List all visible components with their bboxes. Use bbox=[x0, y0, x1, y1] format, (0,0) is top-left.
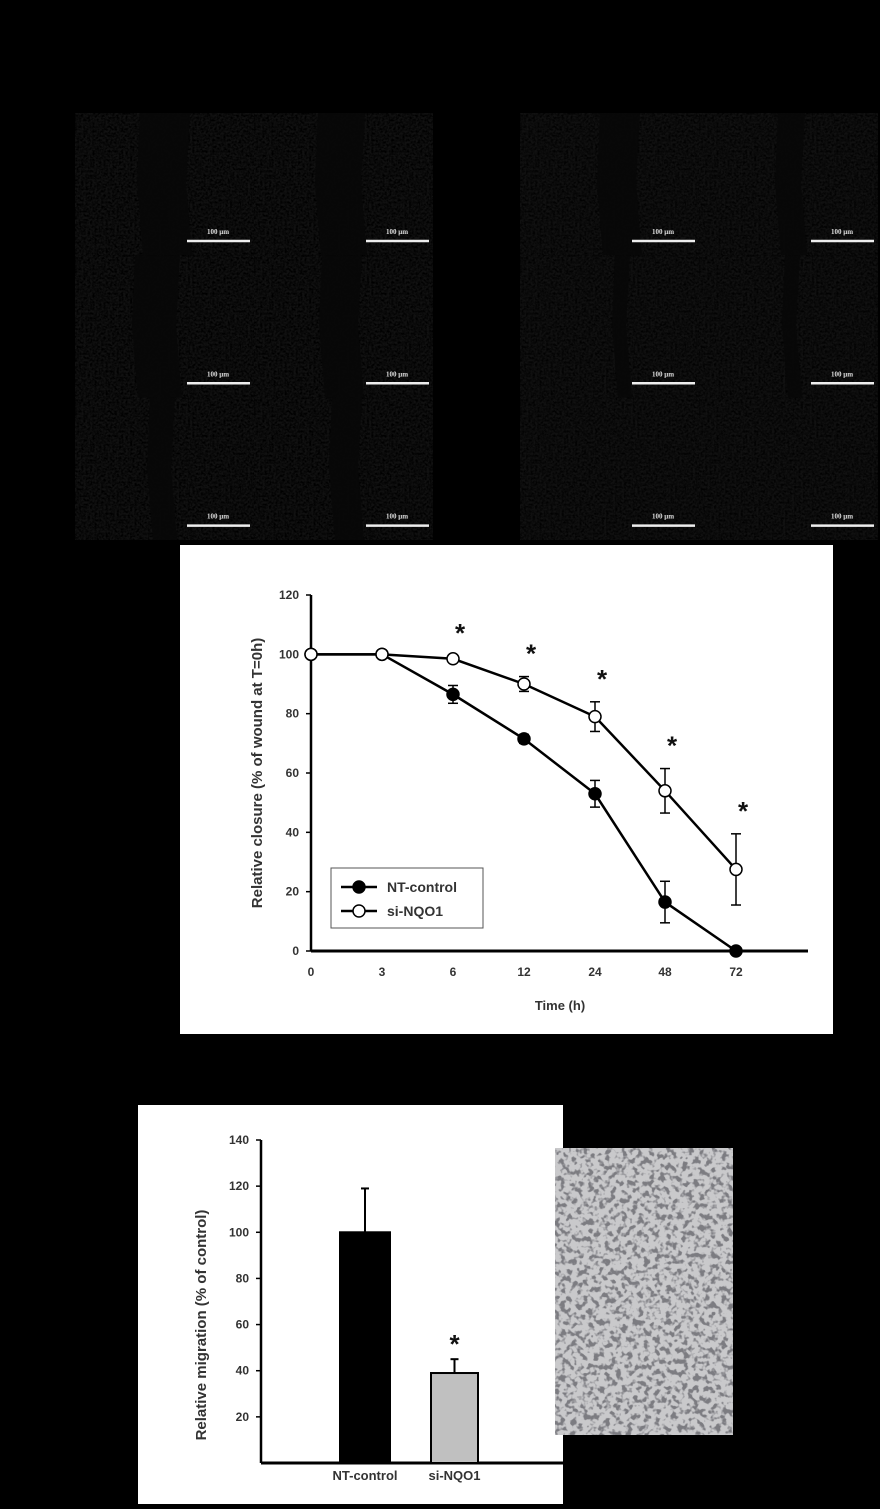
micrograph-tile: 100 µm bbox=[699, 397, 878, 541]
cell-texture bbox=[699, 397, 878, 541]
wound-gap bbox=[147, 397, 177, 541]
y-tick-label: 80 bbox=[286, 707, 300, 721]
legend-label: NT-control bbox=[387, 879, 457, 895]
x-tick-label: NT-control bbox=[333, 1468, 398, 1483]
legend-marker bbox=[352, 880, 366, 894]
wound-gap bbox=[782, 255, 802, 399]
significance-star: * bbox=[455, 618, 466, 648]
bar-si-NQO1 bbox=[430, 1372, 479, 1464]
y-tick-label: 40 bbox=[236, 1364, 250, 1378]
data-point bbox=[658, 784, 672, 798]
cell-texture bbox=[520, 397, 699, 541]
micrograph-tile: 100 µm bbox=[75, 113, 254, 256]
micrograph-tile: 100 µm bbox=[75, 397, 254, 541]
scale-bar-label: 100 µm bbox=[831, 513, 853, 521]
data-point bbox=[375, 647, 389, 662]
x-tick-label: 48 bbox=[658, 965, 672, 979]
data-point bbox=[446, 652, 460, 666]
cell-texture bbox=[520, 255, 699, 399]
scale-bar-label: 100 µm bbox=[386, 228, 408, 236]
micrograph-tile: 100 µm bbox=[520, 113, 699, 256]
x-tick-label: 0 bbox=[308, 965, 315, 979]
y-tick-label: 40 bbox=[286, 825, 300, 839]
micrograph-grid: 100 µm 100 µm 100 µm 100 µm 100 µm 100 µm bbox=[520, 113, 878, 541]
data-point bbox=[517, 732, 531, 746]
wound-gap bbox=[319, 255, 364, 399]
scale-bar-label: 100 µm bbox=[386, 513, 408, 521]
legend: NT-control si-NQO1 bbox=[330, 867, 484, 929]
wound-gap bbox=[597, 113, 642, 256]
wound-gap bbox=[315, 113, 367, 256]
scale-bar-label: 100 µm bbox=[386, 370, 408, 378]
transwell-micrograph bbox=[555, 1148, 733, 1435]
x-tick-label: 72 bbox=[729, 965, 743, 979]
migration-bar-chart: 20 40 60 80 100 120 140 Relative migration (% o… bbox=[193, 1133, 563, 1483]
data-point bbox=[588, 787, 602, 801]
micrograph-tile: 100 µm bbox=[254, 113, 433, 256]
micrograph-tile: 100 µm bbox=[254, 255, 433, 399]
legend-marker bbox=[352, 904, 366, 918]
y-tick-label: 20 bbox=[236, 1410, 250, 1424]
y-axis-label: Relative migration (% of control) bbox=[193, 1210, 210, 1441]
micrograph-tile: 100 µm bbox=[699, 113, 878, 256]
wound-gap bbox=[137, 113, 192, 256]
scale-bar-label: 100 µm bbox=[207, 513, 229, 521]
y-tick-label: 100 bbox=[279, 647, 299, 661]
wound-gap bbox=[329, 397, 364, 541]
x-tick-label: si-NQO1 bbox=[428, 1468, 480, 1483]
y-tick-label: 0 bbox=[292, 944, 299, 958]
scale-bar-label: 100 µm bbox=[652, 228, 674, 236]
legend-label: si-NQO1 bbox=[387, 903, 443, 919]
x-axis-label: Time (h) bbox=[535, 998, 585, 1013]
micrograph-tile: 100 µm bbox=[699, 255, 878, 399]
data-point bbox=[588, 709, 602, 724]
wound-gap bbox=[612, 255, 632, 399]
y-tick-label: 80 bbox=[236, 1271, 250, 1285]
wound-healing-micrographs-left: 100 µm 100 µm 100 µm 100 µm 100 µm 100 µm bbox=[75, 113, 433, 541]
data-point bbox=[517, 677, 531, 691]
scale-bar-label: 100 µm bbox=[831, 228, 853, 236]
y-tick-label: 140 bbox=[229, 1133, 249, 1147]
y-tick-label: 120 bbox=[229, 1179, 249, 1193]
bar-NT-control bbox=[339, 1231, 391, 1464]
data-point bbox=[729, 862, 743, 877]
scale-bar-label: 100 µm bbox=[207, 228, 229, 236]
data-point bbox=[304, 647, 318, 662]
data-point bbox=[446, 687, 460, 702]
legend-box bbox=[330, 867, 484, 929]
significance-star: * bbox=[667, 731, 678, 761]
wound-closure-chart-panel: 0 20 40 60 80 100 120 0 3 6 12 24 48 72 Time (h) Relati… bbox=[180, 545, 833, 1034]
y-tick-label: 20 bbox=[286, 885, 300, 899]
significance-star: * bbox=[526, 639, 537, 669]
x-tick-label: 3 bbox=[379, 965, 386, 979]
x-tick-label: 24 bbox=[588, 965, 602, 979]
micrograph-tile: 100 µm bbox=[520, 255, 699, 399]
scale-bar-label: 100 µm bbox=[207, 370, 229, 378]
x-tick-label: 12 bbox=[517, 965, 531, 979]
x-tick-label: 6 bbox=[450, 965, 457, 979]
data-point bbox=[658, 895, 672, 909]
scale-bar-label: 100 µm bbox=[831, 370, 853, 378]
y-axis-label: Relative closure (% of wound at T=0h) bbox=[249, 638, 266, 908]
wound-gap bbox=[775, 113, 807, 256]
wound-gap bbox=[132, 255, 182, 399]
scale-bar-label: 100 µm bbox=[652, 513, 674, 521]
significance-star: * bbox=[738, 796, 749, 826]
micrograph-grid: 100 µm 100 µm 100 µm 100 µm 100 µm 100 µm bbox=[75, 113, 433, 541]
wound-healing-micrographs-right: 100 µm 100 µm 100 µm 100 µm 100 µm 100 µm bbox=[520, 113, 878, 541]
y-tick-label: 100 bbox=[229, 1225, 249, 1239]
micrograph-tile: 100 µm bbox=[520, 397, 699, 541]
y-tick-label: 120 bbox=[279, 588, 299, 602]
wound-closure-line-chart: 0 20 40 60 80 100 120 0 3 6 12 24 48 72 Time (h) Relati… bbox=[249, 588, 808, 1013]
significance-star: * bbox=[449, 1329, 460, 1359]
data-point bbox=[729, 944, 743, 958]
y-tick-label: 60 bbox=[236, 1318, 250, 1332]
migration-chart-panel: 20 40 60 80 100 120 140 Relative migration (% o… bbox=[138, 1105, 563, 1504]
micrograph-tile: 100 µm bbox=[254, 397, 433, 541]
micrograph-tile: 100 µm bbox=[75, 255, 254, 399]
y-tick-label: 60 bbox=[286, 766, 300, 780]
scale-bar-label: 100 µm bbox=[652, 370, 674, 378]
significance-star: * bbox=[597, 664, 608, 694]
